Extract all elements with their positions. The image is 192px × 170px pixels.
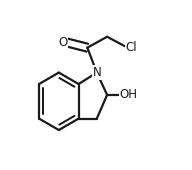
Text: N: N [92,66,101,79]
Text: OH: OH [119,88,137,101]
Text: O: O [58,36,67,49]
Text: Cl: Cl [125,41,137,54]
